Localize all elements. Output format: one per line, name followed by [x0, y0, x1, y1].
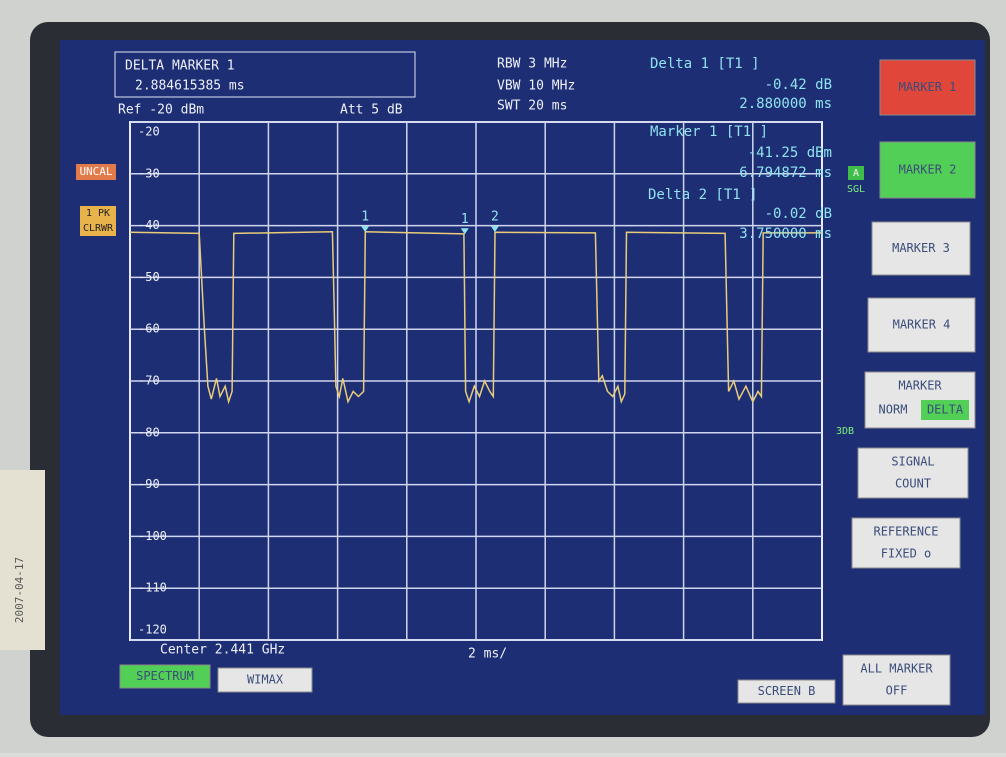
y-tick-label: -120: [138, 623, 167, 637]
y-tick-label: -20: [138, 125, 160, 139]
bottom-key-label: SPECTRUM: [136, 669, 194, 683]
3db-label: 3DB: [836, 426, 854, 437]
label-sticker: [0, 470, 45, 650]
softkey-label: MARKER 4: [893, 318, 951, 332]
softkey-label: COUNT: [895, 477, 931, 491]
softkey[interactable]: [851, 517, 961, 569]
y-tick-label: -40: [138, 218, 160, 232]
trace-badge: [80, 206, 116, 236]
y-tick-label: -110: [138, 581, 167, 595]
readout-time: 6.794872 ms: [739, 165, 832, 181]
y-tick-label: -50: [138, 270, 160, 284]
bottom-key[interactable]: [217, 667, 313, 693]
readout-name: Marker 1 [T1 ]: [650, 124, 768, 140]
readout-level: -41.25 dBm: [748, 145, 832, 161]
softkey-label: SIGNAL: [891, 455, 934, 469]
screen: [60, 40, 985, 715]
vbw: VBW 10 MHz: [497, 79, 575, 94]
bottom-key[interactable]: [119, 664, 211, 689]
softkey[interactable]: [879, 59, 976, 116]
marker-value: 2.884615385 ms: [135, 79, 245, 94]
date-label: 2007-04-17: [13, 557, 26, 623]
softkey-label: DELTA: [927, 403, 964, 417]
softkeys: MARKER 1 MARKER 2 MARKER 3 MARKER 4 MARKER NO…: [119, 59, 976, 706]
marker-title: DELTA MARKER 1: [125, 59, 235, 74]
softkey[interactable]: [842, 654, 951, 706]
detector-label: 1 PK: [86, 208, 110, 219]
softkey-label: FIXED o: [881, 547, 932, 561]
y-tick-label: -70: [138, 374, 160, 388]
trace-mode-label: CLRWR: [83, 223, 114, 234]
softkey-label: NORM: [879, 403, 908, 417]
softkey[interactable]: [867, 297, 976, 353]
sweep-time: SWT 20 ms: [497, 99, 567, 114]
rbw: RBW 3 MHz: [497, 57, 567, 72]
time-per-division: 2 ms/: [468, 647, 507, 662]
bottom-key[interactable]: [737, 679, 836, 704]
y-tick-label: -90: [138, 477, 160, 491]
readout-time: 2.880000 ms: [739, 96, 832, 112]
active-option: [921, 400, 969, 420]
a-badge: [848, 166, 864, 180]
uncal-badge: [76, 164, 116, 180]
y-tick-label: -30: [138, 166, 160, 180]
marker-symbol: [490, 226, 499, 233]
readout-name: Delta 1 [T1 ]: [650, 56, 760, 72]
softkey[interactable]: [879, 141, 976, 199]
softkey-label: MARKER 1: [899, 80, 957, 94]
softkey-label: ALL MARKER: [860, 662, 933, 676]
softkey-label: OFF: [886, 684, 908, 698]
readout-time: 3.750000 ms: [739, 226, 832, 242]
readout-name: Delta 2 [T1 ]: [648, 187, 758, 203]
readout-level: -0.42 dB: [765, 77, 832, 93]
y-tick-label: -60: [138, 322, 160, 336]
marker-label: 1: [461, 212, 469, 227]
ref-level: Ref -20 dBm: [118, 103, 204, 118]
trace: [129, 231, 822, 405]
marker-label: 2: [491, 210, 499, 225]
y-tick-label: -100: [138, 529, 167, 543]
y-tick-label: -80: [138, 425, 160, 439]
marker-symbol: [460, 228, 469, 235]
uncal-label: UNCAL: [79, 165, 112, 178]
sgl-label: SGL: [847, 184, 865, 195]
softkey[interactable]: [857, 447, 969, 499]
center-frequency: Center 2.441 GHz: [160, 643, 285, 658]
softkey[interactable]: [871, 221, 971, 276]
softkey-label: MARKER: [898, 379, 942, 393]
a-label: A: [853, 168, 859, 179]
attenuation: Att 5 dB: [340, 103, 403, 118]
marker-box: [114, 51, 416, 98]
softkey-label: MARKER 2: [899, 163, 957, 177]
softkey-label: MARKER 3: [892, 241, 950, 255]
bottom-key-label: SCREEN B: [758, 684, 816, 698]
trace-plot: -20 -30 -40 -50 -60 -70 -80 -90 -100 -110 -120 1 1 2 M…: [129, 121, 832, 641]
marker-symbol: [361, 226, 370, 233]
marker-label: 1: [361, 210, 369, 225]
softkey-label: REFERENCE: [873, 525, 938, 539]
bottom-key-label: WIMAX: [247, 673, 284, 687]
readout-level: -0.02 dB: [765, 206, 832, 222]
